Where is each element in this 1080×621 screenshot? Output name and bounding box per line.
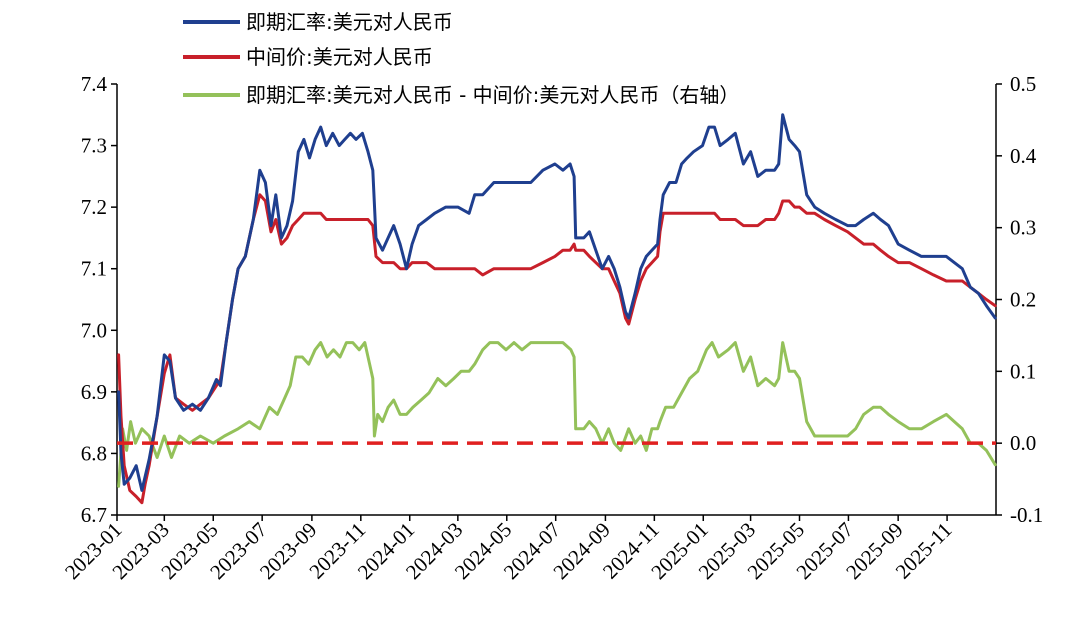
left-tick-label: 7.2: [81, 195, 107, 219]
right-tick-label: 0.3: [1010, 216, 1036, 240]
left-tick-label: 7.1: [81, 257, 107, 281]
right-tick-label: -0.1: [1010, 503, 1043, 527]
left-tick-label: 7.4: [81, 72, 108, 96]
left-axis: 6.7 6.8 6.9 7.0 7.1 7.2 7.3 7.4: [81, 72, 118, 527]
x-axis: 2023-012023-032023-052023-072023-092023-…: [60, 514, 996, 584]
right-tick-label: 0.2: [1010, 288, 1036, 312]
right-tick-label: 0.0: [1010, 431, 1036, 455]
left-tick-label: 7.0: [81, 318, 107, 342]
left-tick-label: 6.7: [81, 503, 107, 527]
series-line-spot: [117, 113, 997, 492]
left-tick-label: 6.8: [81, 441, 107, 465]
right-tick-label: 0.1: [1010, 359, 1036, 383]
legend-label-spread: 即期汇率:美元对人民币 - 中间价:美元对人民币（右轴）: [246, 83, 739, 107]
legend-label-central: 中间价:美元对人民币: [246, 45, 433, 69]
left-tick-label: 7.3: [81, 134, 107, 158]
series-line-spread: [117, 341, 997, 488]
left-tick-label: 6.9: [81, 380, 107, 404]
legend-label-spot: 即期汇率:美元对人民币: [246, 10, 453, 34]
right-axis: -0.1 0.0 0.1 0.2 0.3 0.4 0.5: [995, 72, 1043, 527]
plot-series: [117, 113, 997, 505]
legend: 即期汇率:美元对人民币 中间价:美元对人民币 即期汇率:美元对人民币 - 中间价…: [183, 10, 739, 107]
right-tick-label: 0.4: [1010, 144, 1037, 168]
right-tick-label: 0.5: [1010, 72, 1036, 96]
